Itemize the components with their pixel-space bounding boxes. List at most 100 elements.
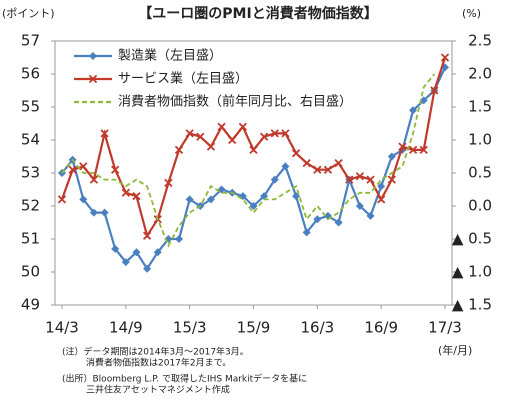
point <box>174 145 184 155</box>
x-tick-label: 17/3 <box>428 319 462 337</box>
point <box>440 53 450 62</box>
x-axis-label: (年/月) <box>438 343 472 357</box>
point <box>121 258 130 267</box>
point <box>121 188 130 197</box>
x-tick-label: 14/3 <box>45 319 79 337</box>
point <box>334 218 343 227</box>
point <box>175 235 184 243</box>
chart-title: 【ユーロ圏のPMIと消費者物価指数】 <box>138 5 377 22</box>
point <box>249 145 258 155</box>
legend-label: サービス業（左目盛） <box>118 71 248 87</box>
point <box>89 175 99 184</box>
series-line <box>61 73 436 248</box>
note: (注）データ期間は2014年3月～2017年3月。 <box>62 346 249 358</box>
y2-tick-label: ▲ 0.5 <box>452 230 492 248</box>
point <box>153 248 162 257</box>
point <box>291 149 301 158</box>
point <box>302 228 311 237</box>
point <box>249 202 258 210</box>
point <box>377 195 386 204</box>
point <box>409 106 418 115</box>
y-tick-label: 53 <box>21 164 40 182</box>
point <box>217 122 226 131</box>
x-tick-label: 15/3 <box>173 319 207 337</box>
point <box>387 175 396 184</box>
point <box>398 142 407 151</box>
note: 三井住友アセットマネジメント作成 <box>86 384 230 396</box>
y2-tick-label: 2.0 <box>468 65 492 83</box>
y-tick-label: 54 <box>21 131 40 149</box>
point <box>57 195 67 204</box>
point <box>408 145 418 155</box>
y2-tick-label: ▲ 1.0 <box>452 263 492 281</box>
legend-label: 消費者物価指数（前年同月比、右目盛） <box>118 94 352 110</box>
point <box>334 158 343 168</box>
point <box>185 195 194 204</box>
y-tick-label: 57 <box>21 32 40 50</box>
point <box>313 215 322 224</box>
x-tick-label: 14/9 <box>109 319 143 337</box>
point <box>111 165 120 174</box>
point <box>302 158 311 168</box>
point <box>185 129 194 138</box>
point <box>100 208 109 217</box>
point <box>143 264 152 273</box>
point <box>377 182 386 191</box>
point <box>281 129 290 138</box>
point <box>79 195 88 204</box>
y2-tick-label: 1.5 <box>468 98 492 116</box>
point <box>79 162 88 171</box>
point <box>196 132 205 141</box>
point <box>366 175 375 184</box>
point <box>419 145 428 155</box>
y-tick-label: 49 <box>21 296 40 314</box>
note: (出所）Bloomberg L.P. で取得したIHS Markitデータを基に <box>62 373 307 385</box>
point <box>366 211 375 220</box>
point <box>68 165 77 174</box>
y2-tick-label: 0.0 <box>468 197 492 215</box>
y-axis-label: (ポイント) <box>2 7 55 20</box>
point <box>142 231 152 240</box>
y-tick-label: 52 <box>21 197 40 215</box>
point <box>228 135 237 145</box>
x-tick-label: 16/3 <box>300 319 334 337</box>
point <box>111 244 120 253</box>
point <box>430 86 439 95</box>
point <box>206 195 215 204</box>
point <box>419 96 428 105</box>
point <box>270 129 279 138</box>
y2-tick-label: 2.5 <box>468 32 492 50</box>
point <box>89 208 98 217</box>
y-tick-label: 51 <box>21 230 40 248</box>
point <box>323 165 333 174</box>
y2-axis-label: (%) <box>462 7 481 20</box>
y-tick-label: 50 <box>21 263 40 281</box>
y-tick-label: 56 <box>21 65 40 83</box>
point <box>132 191 141 201</box>
point <box>281 162 290 171</box>
point <box>260 132 269 141</box>
x-tick-label: 16/9 <box>364 319 398 337</box>
legend-label: 製造業（左目盛） <box>118 48 222 64</box>
point <box>132 248 141 257</box>
point <box>355 202 364 210</box>
point <box>345 175 354 184</box>
point <box>238 122 247 131</box>
point <box>355 172 365 181</box>
legend-marker <box>88 74 98 84</box>
point <box>387 152 396 161</box>
point <box>260 192 269 201</box>
point <box>164 178 173 188</box>
point <box>313 165 322 174</box>
y2-tick-label: 1.0 <box>468 131 492 149</box>
y2-tick-label: 0.5 <box>468 164 492 182</box>
point <box>100 129 109 138</box>
y-tick-label: 55 <box>21 98 40 116</box>
point <box>270 175 279 184</box>
point <box>206 142 216 151</box>
note: 消費者物価指数は2017年2月まで。 <box>86 357 231 369</box>
x-tick-label: 15/9 <box>237 319 271 337</box>
legend-marker <box>89 52 97 60</box>
y2-tick-label: ▲ 1.5 <box>452 296 492 314</box>
